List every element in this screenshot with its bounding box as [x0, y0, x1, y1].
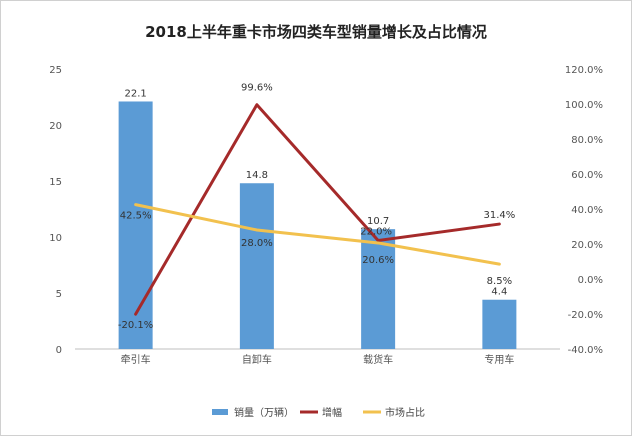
bar-value-label: 4.4	[491, 287, 507, 298]
share-value-label: 42.5%	[120, 211, 152, 222]
left-tick-label: 25	[49, 65, 62, 76]
growth-value-label: 99.6%	[241, 83, 273, 94]
legend-label: 市场占比	[385, 406, 425, 419]
right-tick-label: 120.0%	[565, 65, 603, 76]
bar	[118, 101, 153, 349]
right-tick-label: 20.0%	[571, 240, 603, 251]
right-tick-label: 100.0%	[565, 100, 603, 111]
growth-value-label: 31.4%	[483, 210, 515, 221]
bars-layer	[118, 101, 517, 349]
share-value-label: 8.5%	[487, 276, 512, 287]
growth-value-label: -20.1%	[118, 320, 153, 331]
left-tick-label: 10	[49, 233, 62, 244]
share-value-label: 20.6%	[362, 255, 394, 266]
category-label: 自卸车	[242, 353, 272, 366]
legend-swatch	[212, 409, 228, 415]
bar	[361, 229, 396, 349]
legend: 销量（万辆） 增幅 市场占比	[212, 406, 425, 419]
bar-value-label: 10.7	[367, 216, 389, 227]
left-tick-label: 20	[49, 121, 62, 132]
chart-title: 2018上半年重卡市场四类车型销量增长及占比情况	[145, 23, 487, 41]
growth-value-label: 22.0%	[360, 227, 392, 238]
left-tick-label: 0	[56, 345, 62, 356]
lines-layer	[134, 103, 501, 316]
series-line	[134, 203, 501, 266]
right-tick-label: 80.0%	[571, 135, 603, 146]
left-tick-label: 15	[49, 177, 62, 188]
axes-layer: 0 5 10 15 20 25 -40.0% -20.0% 0.0% 20.0% 40.0% 60.0…	[49, 65, 603, 366]
right-tick-label: -20.0%	[568, 310, 603, 321]
left-tick-label: 5	[56, 289, 62, 300]
category-label: 牵引车	[121, 353, 151, 366]
right-tick-label: 60.0%	[571, 170, 603, 181]
bar-value-label: 22.1	[124, 88, 146, 99]
bar-value-label: 14.8	[246, 170, 268, 181]
right-tick-label: 0.0%	[578, 275, 603, 286]
category-label: 载货车	[363, 353, 393, 366]
share-value-label: 28.0%	[241, 238, 273, 249]
legend-label: 增幅	[322, 406, 342, 419]
legend-label: 销量（万辆）	[234, 406, 294, 419]
right-tick-label: 40.0%	[571, 205, 603, 216]
right-tick-label: -40.0%	[568, 345, 603, 356]
series-line	[134, 103, 501, 316]
bar	[239, 183, 274, 349]
bar	[482, 299, 517, 349]
labels-layer: 22.1 14.8 10.7 4.4 -20.1% 99.6% 22.0% 31.4% 42.5…	[118, 83, 515, 331]
category-label: 专用车	[484, 353, 514, 366]
